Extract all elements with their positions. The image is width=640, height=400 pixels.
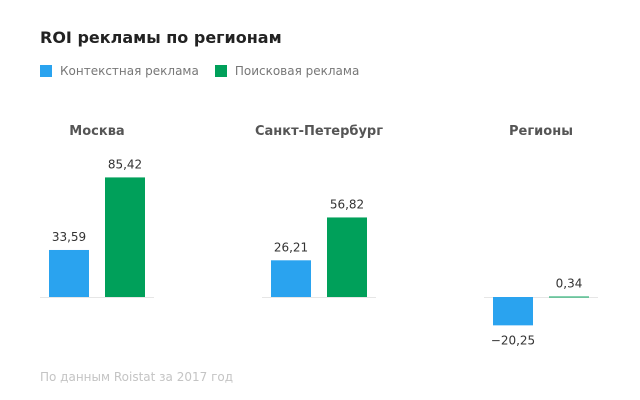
chart-legend: Контекстная реклама Поисковая реклама [40,64,375,78]
legend-swatch-context [40,65,52,77]
category-label: Москва [69,124,124,139]
category-label: Санкт-Петербург [255,124,383,139]
data-label: 56,82 [330,197,364,211]
data-label: 26,21 [274,240,308,254]
bar [493,297,533,326]
legend-swatch-search [214,65,227,77]
data-label: 33,59 [52,230,86,244]
bar [105,177,145,297]
data-label: 85,42 [108,157,142,171]
legend-item-search: Поисковая реклама [214,64,360,78]
data-label: 0,34 [556,277,583,291]
bar [271,260,311,297]
legend-label-context: Контекстная реклама [60,64,199,78]
data-label: −20,25 [491,333,535,347]
bar [49,249,89,297]
legend-item-context: Контекстная реклама [40,64,199,78]
legend-label-search: Поисковая реклама [234,64,360,78]
bar [549,296,589,298]
bar [327,217,367,297]
category-label: Регионы [509,124,573,139]
chart-title: ROI рекламы по регионам [40,28,282,47]
source-note: По данным Roistat за 2017 год [40,370,234,384]
